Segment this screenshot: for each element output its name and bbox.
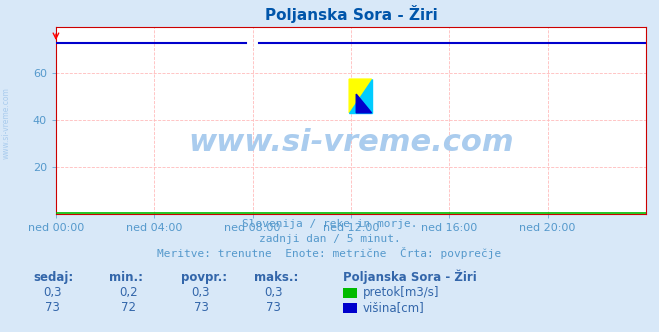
Text: 0,2: 0,2 — [119, 286, 138, 299]
Text: maks.:: maks.: — [254, 271, 298, 284]
Text: min.:: min.: — [109, 271, 143, 284]
Title: Poljanska Sora - Žiri: Poljanska Sora - Žiri — [264, 5, 438, 23]
Text: povpr.:: povpr.: — [181, 271, 227, 284]
Text: 0,3: 0,3 — [264, 286, 283, 299]
Text: zadnji dan / 5 minut.: zadnji dan / 5 minut. — [258, 234, 401, 244]
Text: višina[cm]: višina[cm] — [362, 301, 424, 314]
Text: 73: 73 — [45, 301, 60, 314]
Text: 73: 73 — [194, 301, 208, 314]
Text: www.si-vreme.com: www.si-vreme.com — [188, 128, 514, 157]
Text: 72: 72 — [121, 301, 136, 314]
Text: www.si-vreme.com: www.si-vreme.com — [2, 87, 11, 159]
Text: 0,3: 0,3 — [43, 286, 62, 299]
Text: Slovenija / reke in morje.: Slovenija / reke in morje. — [242, 219, 417, 229]
Text: Poljanska Sora - Žiri: Poljanska Sora - Žiri — [343, 269, 476, 284]
Polygon shape — [349, 79, 372, 113]
Polygon shape — [357, 94, 372, 113]
Polygon shape — [349, 79, 372, 113]
Text: sedaj:: sedaj: — [33, 271, 73, 284]
Text: 0,3: 0,3 — [192, 286, 210, 299]
Text: Meritve: trenutne  Enote: metrične  Črta: povprečje: Meritve: trenutne Enote: metrične Črta: … — [158, 247, 501, 259]
Text: 73: 73 — [266, 301, 281, 314]
Text: pretok[m3/s]: pretok[m3/s] — [362, 286, 439, 299]
